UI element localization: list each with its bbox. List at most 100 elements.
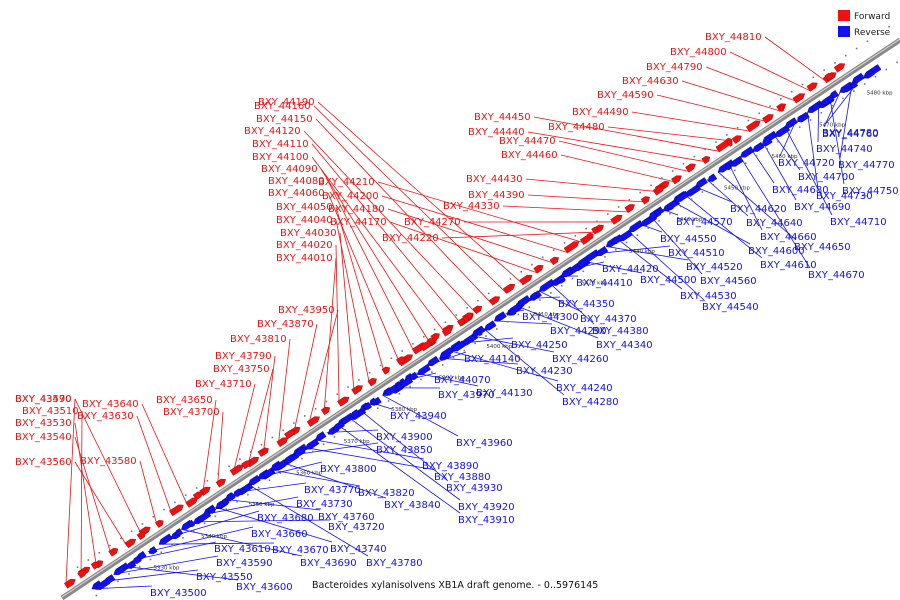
reverse-gene-label[interactable]: BXY_44620 xyxy=(730,204,787,215)
reverse-gene-label[interactable]: BXY_44770 xyxy=(838,160,895,171)
reverse-gene-label[interactable]: BXY_44340 xyxy=(596,340,653,351)
reverse-gene-label[interactable]: BXY_44560 xyxy=(700,276,757,287)
reverse-gene-label[interactable]: BXY_43670 xyxy=(272,545,329,556)
reverse-gene-glyph[interactable] xyxy=(332,420,345,432)
reverse-gene-label[interactable]: BXY_44230 xyxy=(516,366,573,377)
forward-gene-label[interactable]: BXY_44160 xyxy=(254,101,311,112)
forward-gene-glyph[interactable] xyxy=(610,213,624,225)
forward-gene-label[interactable]: BXY_44430 xyxy=(466,174,523,185)
reverse-gene-label[interactable]: BXY_44250 xyxy=(511,340,568,351)
reverse-gene-label[interactable]: BXY_43800 xyxy=(320,464,377,475)
forward-gene-glyph[interactable] xyxy=(563,239,581,254)
forward-gene-glyph[interactable] xyxy=(77,568,88,579)
reverse-gene-glyph[interactable] xyxy=(451,340,467,354)
forward-gene-label[interactable]: BXY_44090 xyxy=(261,164,318,175)
forward-gene-glyph[interactable] xyxy=(441,326,454,337)
forward-gene-glyph[interactable] xyxy=(503,282,516,294)
reverse-gene-label[interactable]: BXY_43730 xyxy=(296,499,353,510)
forward-gene-glyph[interactable] xyxy=(108,546,120,557)
forward-gene-glyph[interactable] xyxy=(90,561,100,570)
forward-gene-glyph[interactable] xyxy=(396,355,407,365)
reverse-gene-glyph[interactable] xyxy=(483,320,497,333)
reverse-gene-glyph[interactable] xyxy=(706,173,718,184)
forward-gene-label[interactable]: BXY_43950 xyxy=(278,305,335,316)
reverse-gene-glyph[interactable] xyxy=(796,115,805,123)
reverse-gene-glyph[interactable] xyxy=(349,409,361,419)
reverse-gene-label[interactable]: BXY_44680 xyxy=(772,185,829,196)
reverse-gene-label[interactable]: BXY_44750 xyxy=(842,186,899,197)
reverse-gene-label[interactable]: BXY_44420 xyxy=(602,264,659,275)
forward-gene-glyph[interactable] xyxy=(320,405,331,416)
forward-gene-label[interactable]: BXY_43700 xyxy=(163,407,220,418)
reverse-gene-label[interactable]: BXY_44740 xyxy=(816,144,873,155)
reverse-gene-glyph[interactable] xyxy=(516,297,528,308)
forward-gene-label[interactable]: BXY_43510 xyxy=(22,406,79,417)
forward-gene-glyph[interactable] xyxy=(824,72,835,81)
reverse-gene-glyph[interactable] xyxy=(147,546,158,555)
reverse-gene-glyph[interactable] xyxy=(610,234,624,247)
forward-gene-label[interactable]: BXY_44010 xyxy=(276,253,333,264)
reverse-gene-label[interactable]: BXY_43970 xyxy=(438,390,495,401)
forward-gene-glyph[interactable] xyxy=(381,365,392,375)
reverse-gene-glyph[interactable] xyxy=(112,564,127,577)
forward-gene-glyph[interactable] xyxy=(351,383,365,395)
reverse-gene-label[interactable]: BXY_43590 xyxy=(216,558,273,569)
reverse-gene-label[interactable]: BXY_43880 xyxy=(434,472,491,483)
forward-gene-glyph[interactable] xyxy=(215,477,227,488)
reverse-gene-glyph[interactable] xyxy=(694,177,708,189)
reverse-gene-glyph[interactable] xyxy=(368,397,378,407)
forward-gene-glyph[interactable] xyxy=(701,155,712,165)
reverse-gene-label[interactable]: BXY_44570 xyxy=(676,217,733,228)
reverse-gene-label[interactable]: BXY_43900 xyxy=(376,432,433,443)
reverse-gene-label[interactable]: BXY_43910 xyxy=(458,515,515,526)
reverse-gene-glyph[interactable] xyxy=(174,528,184,537)
reverse-gene-label[interactable]: BXY_44700 xyxy=(798,172,855,183)
forward-gene-glyph[interactable] xyxy=(241,459,252,470)
reverse-gene-label[interactable]: BXY_43680 xyxy=(257,513,314,524)
reverse-gene-label[interactable]: BXY_44070 xyxy=(434,375,491,386)
reverse-gene-label[interactable]: BXY_44720 xyxy=(778,158,835,169)
forward-gene-label[interactable]: BXY_43530 xyxy=(15,418,72,429)
reverse-gene-glyph[interactable] xyxy=(304,438,320,452)
forward-gene-glyph[interactable] xyxy=(762,112,775,124)
forward-gene-glyph[interactable] xyxy=(685,162,697,173)
forward-gene-label[interactable]: BXY_44050 xyxy=(276,202,333,213)
forward-gene-label[interactable]: BXY_43540 xyxy=(15,432,72,443)
forward-gene-label[interactable]: BXY_44480 xyxy=(548,122,605,133)
reverse-gene-glyph[interactable] xyxy=(530,292,539,300)
forward-gene-glyph[interactable] xyxy=(671,173,683,185)
forward-gene-label[interactable]: BXY_43710 xyxy=(195,379,252,390)
reverse-gene-label[interactable]: BXY_44670 xyxy=(808,270,865,281)
reverse-gene-glyph[interactable] xyxy=(674,190,690,204)
forward-gene-label[interactable]: BXY_44060 xyxy=(268,188,325,199)
reverse-gene-glyph[interactable] xyxy=(247,474,261,487)
forward-gene-glyph[interactable] xyxy=(419,339,433,352)
reverse-gene-glyph[interactable] xyxy=(475,328,483,337)
forward-gene-glyph[interactable] xyxy=(461,315,471,324)
reverse-gene-glyph[interactable] xyxy=(282,454,295,465)
reverse-gene-glyph[interactable] xyxy=(862,69,875,80)
reverse-gene-glyph[interactable] xyxy=(820,94,835,108)
forward-gene-glyph[interactable] xyxy=(155,518,165,528)
reverse-gene-glyph[interactable] xyxy=(399,376,414,389)
forward-gene-glyph[interactable] xyxy=(624,202,637,213)
forward-gene-label[interactable]: BXY_43580 xyxy=(80,456,137,467)
reverse-gene-glyph[interactable] xyxy=(556,275,566,285)
reverse-gene-label[interactable]: BXY_43840 xyxy=(384,500,441,511)
reverse-gene-label[interactable]: BXY_44140 xyxy=(464,354,521,365)
forward-gene-label[interactable]: BXY_43790 xyxy=(215,351,272,362)
reverse-gene-glyph[interactable] xyxy=(187,519,196,528)
forward-gene-label[interactable]: BXY_44220 xyxy=(382,233,439,244)
reverse-gene-glyph[interactable] xyxy=(560,267,574,280)
reverse-gene-glyph[interactable] xyxy=(438,347,454,360)
forward-gene-glyph[interactable] xyxy=(257,449,266,457)
forward-gene-glyph[interactable] xyxy=(136,530,147,541)
forward-gene-glyph[interactable] xyxy=(549,255,560,266)
forward-gene-glyph[interactable] xyxy=(169,503,185,517)
forward-gene-label[interactable]: BXY_43640 xyxy=(82,399,139,410)
reverse-gene-glyph[interactable] xyxy=(214,500,225,510)
forward-gene-glyph[interactable] xyxy=(745,119,762,133)
reverse-gene-label[interactable]: BXY_44260 xyxy=(552,354,609,365)
forward-gene-label[interactable]: BXY_44800 xyxy=(670,47,727,58)
reverse-gene-glyph[interactable] xyxy=(408,371,419,382)
